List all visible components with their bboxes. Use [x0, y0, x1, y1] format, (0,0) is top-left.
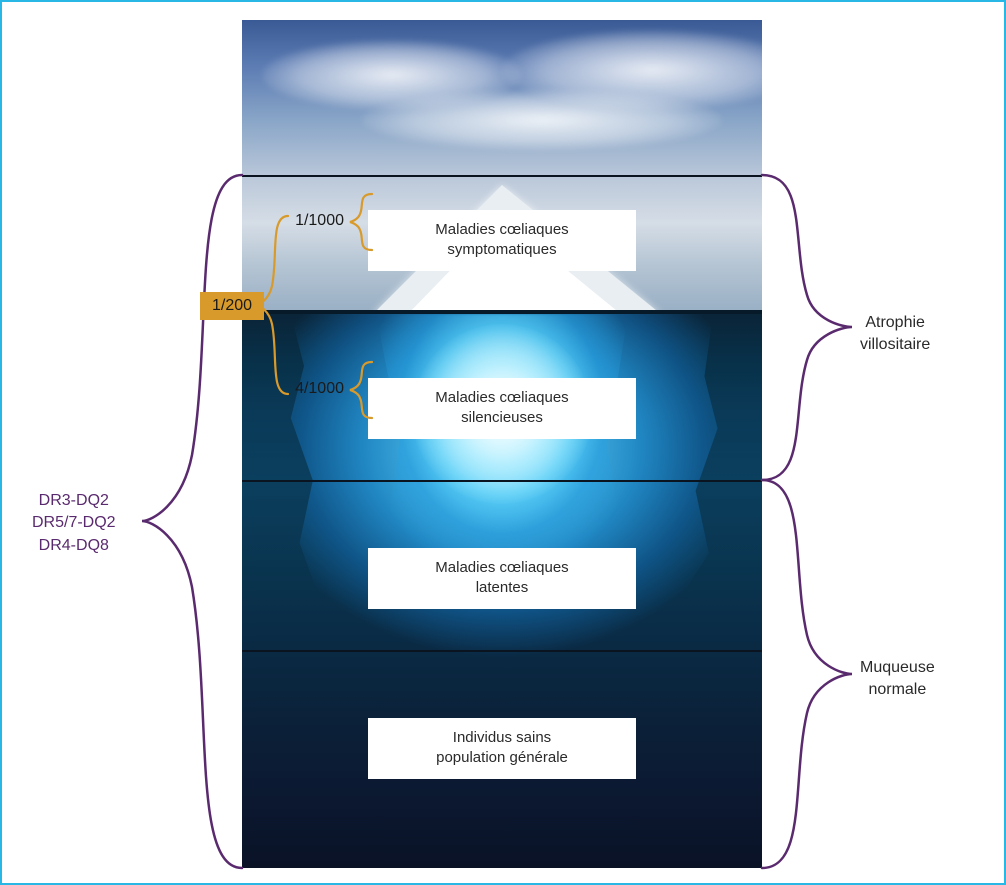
- left-annotation-hla: DR3-DQ2 DR5/7-DQ2 DR4-DQ8: [32, 490, 116, 557]
- label-text: population générale: [436, 749, 568, 766]
- label-text: Maladies cœliaques: [435, 221, 568, 238]
- annotation-text: Atrophie: [865, 314, 925, 331]
- brace-left-main: [142, 175, 242, 868]
- brace-ratio-symptomatic: [350, 194, 372, 250]
- brace-ratio-silent: [350, 362, 372, 418]
- annotation-text: Muqueuse: [860, 659, 935, 676]
- section-label-silent: Maladies cœliaques silencieuses: [368, 378, 636, 439]
- label-text: Maladies cœliaques: [435, 559, 568, 576]
- label-text: Individus sains: [453, 729, 551, 746]
- hla-line: DR3-DQ2: [39, 492, 109, 509]
- section-divider: [242, 175, 762, 177]
- label-text: latentes: [476, 579, 529, 596]
- ratio-silent: 4/1000: [282, 380, 344, 398]
- label-text: symptomatiques: [447, 241, 556, 258]
- iceberg-graphic: Maladies cœliaques symptomatiques Maladi…: [242, 20, 762, 868]
- section-divider: [242, 480, 762, 482]
- hla-line: DR5/7-DQ2: [32, 514, 116, 531]
- ratio-symptomatic: 1/1000: [282, 212, 344, 230]
- ratio-combined-badge: 1/200: [200, 292, 264, 320]
- hla-line: DR4-DQ8: [39, 537, 109, 554]
- section-label-latent: Maladies cœliaques latentes: [368, 548, 636, 609]
- section-label-healthy: Individus sains population générale: [368, 718, 636, 779]
- section-label-symptomatic: Maladies cœliaques symptomatiques: [368, 210, 636, 271]
- label-text: silencieuses: [461, 409, 543, 426]
- brace-right-atrophy: [762, 175, 852, 480]
- diagram-frame: Maladies cœliaques symptomatiques Maladi…: [0, 0, 1006, 885]
- right-annotation-atrophy: Atrophie villositaire: [860, 312, 930, 355]
- label-text: Maladies cœliaques: [435, 389, 568, 406]
- right-annotation-normal: Muqueuse normale: [860, 657, 935, 700]
- annotation-text: villositaire: [860, 336, 930, 353]
- annotation-text: normale: [868, 681, 926, 698]
- section-divider: [242, 650, 762, 652]
- brace-right-normal: [762, 480, 852, 868]
